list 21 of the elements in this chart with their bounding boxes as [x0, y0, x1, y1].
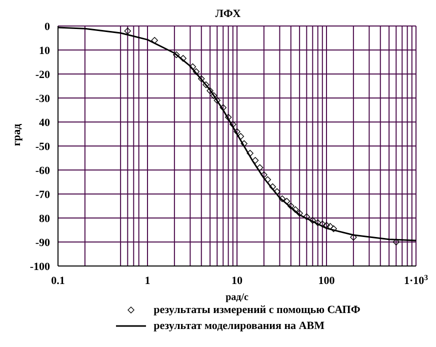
y-tick-label: 10 [39, 44, 50, 57]
x-tick-label: 1·10$^{3}$ [404, 272, 428, 287]
y-tick-label: -100 [30, 260, 50, 273]
y-tick-label: 80 [39, 212, 50, 225]
chart-title: ЛФХ [214, 8, 242, 22]
y-tick-label: 40 [39, 116, 50, 129]
y-tick-label: 0 [44, 20, 50, 33]
x-tick-label: 100 [318, 275, 336, 287]
x-axis-title: рад/с [226, 292, 249, 303]
y-tick-label: -90 [35, 236, 50, 249]
legend-label: результаты измерений с помощью САПФ [154, 304, 360, 316]
y-axis-title: град [10, 123, 23, 146]
y-tick-label: -70 [35, 188, 50, 201]
x-tick-label: 10 [232, 275, 243, 287]
legend-label: результат моделирования на АВМ [154, 320, 324, 332]
y-tick-label: -60 [35, 164, 50, 177]
x-tick-label: 1 [144, 275, 150, 287]
y-tick-label: -20 [35, 68, 50, 81]
x-tick-label: 0.1 [51, 275, 65, 287]
y-tick-label: -30 [35, 92, 50, 105]
y-tick-label: -50 [35, 140, 50, 153]
